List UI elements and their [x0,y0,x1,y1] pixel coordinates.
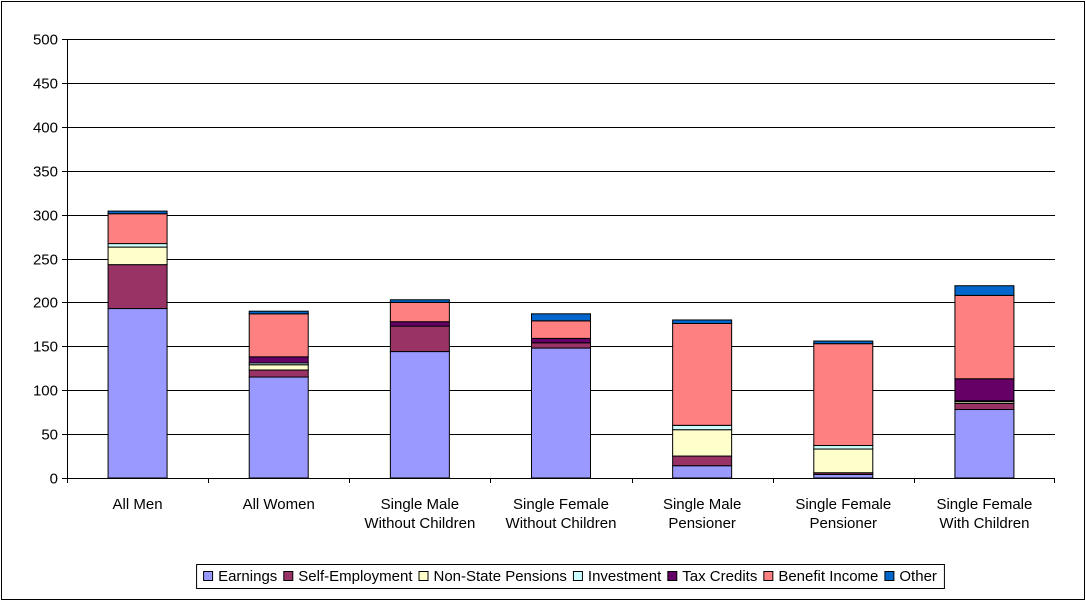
legend-swatch [283,571,294,581]
bar-segment [389,325,450,353]
legend-swatch [667,571,678,581]
bar-segment [248,356,309,364]
legend-label: Other [899,568,937,585]
legend-swatch [418,571,429,581]
x-category-label: Without Children [364,515,475,532]
y-tick-label: 0 [50,471,58,488]
gridlines [67,39,1055,435]
bar-segment [248,310,309,315]
bar-segment [531,313,591,322]
bar-segment [107,243,168,248]
x-category-label: All Men [113,496,163,513]
y-tick-label: 100 [33,383,58,400]
bar-segment [531,347,591,479]
y-tick-label: 400 [33,120,58,137]
bar-segment [813,473,874,479]
bar-segment [813,445,874,450]
bar-segment [813,343,874,447]
bar-segment [672,455,733,467]
bars [107,210,1015,479]
bar-segment [107,213,168,245]
legend-label: Investment [588,568,662,585]
bar-segment [248,369,309,378]
x-category-label: Pensioner [668,515,736,532]
y-tick-label: 200 [33,295,58,312]
y-tick-label: 300 [33,208,58,225]
y-axis-tick-labels: 0 50 100 150 200 250 300 350 400 450 500 [33,32,58,488]
x-category-label: Without Children [506,515,617,532]
legend-swatch [203,571,214,581]
bar-segment [389,351,450,479]
bar-segment [107,264,168,310]
axes [62,39,1055,483]
bar-segment [107,210,168,215]
x-axis-category-labels: All Men All Women Single Male Without Child… [113,496,1033,532]
legend-label: Tax Credits [682,568,757,585]
bar-segment [954,409,1015,479]
bar-segment [531,320,591,339]
legend: Earnings Self-Employment Non-State Pension… [196,564,945,589]
y-tick-label: 150 [33,339,58,356]
bar-segment [248,364,309,371]
bar-segment [531,342,591,349]
legend-label: Non-State Pensions [434,568,567,585]
bar-segment [389,301,450,323]
bar-segment [954,402,1015,411]
legend-swatch [884,571,895,581]
legend-label: Earnings [218,568,277,585]
bar-segment [954,285,1015,296]
bar-segment [954,294,1015,380]
y-tick-label: 500 [33,32,58,49]
legend-label: Benefit Income [778,568,878,585]
legend-box [196,564,945,589]
bar-segment [954,378,1015,402]
bar-segment [813,448,874,474]
x-category-label: Single Female [795,496,891,513]
x-category-label: Single Female [513,496,609,513]
x-category-label: All Women [243,496,315,513]
x-category-label: Single Female [936,496,1032,513]
x-category-label: Single Male [663,496,741,513]
legend-swatch [572,571,583,581]
bar-segment [389,321,450,327]
bar-segment [672,424,733,431]
legend-label: Self-Employment [298,568,413,585]
y-tick-label: 350 [33,164,58,181]
bar-segment [672,465,733,479]
x-category-label: With Children [939,515,1029,532]
y-tick-label: 450 [33,76,58,93]
bar-segment [531,337,591,344]
bar-segment [107,246,168,266]
x-category-label: Single Male [381,496,459,513]
bar-segment [813,340,874,345]
bar-segment [248,313,309,358]
bar-segment [672,322,733,426]
bar-segment [672,429,733,457]
y-tick-label: 50 [41,427,58,444]
legend-swatch [763,571,774,581]
y-tick-label: 250 [33,252,58,269]
bar-segment [107,308,168,479]
bar-segment [389,299,450,303]
bar-segment [672,319,733,324]
bar-segment [248,376,309,479]
x-category-label: Pensioner [810,515,878,532]
